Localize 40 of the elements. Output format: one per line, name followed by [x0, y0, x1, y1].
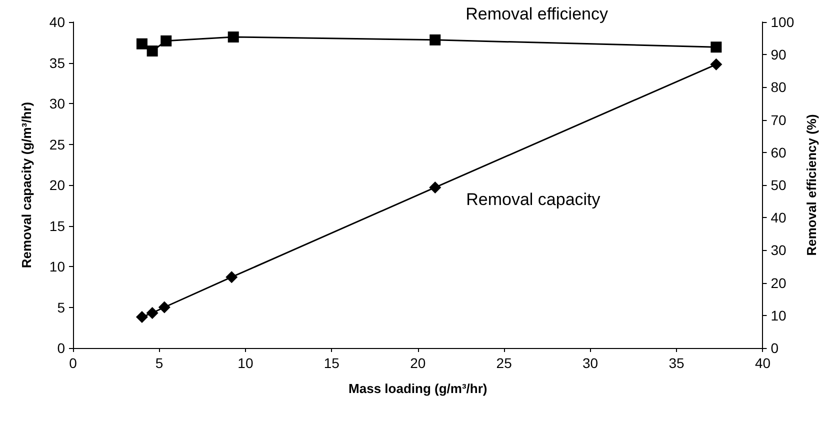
y-tick-label: 40 [49, 14, 66, 30]
y2-tick-label: 100 [770, 14, 794, 30]
y2-axis-title: Removal efficiency (%) [804, 114, 819, 256]
y-tick-label: 15 [49, 218, 66, 234]
series-label: Removal efficiency [466, 4, 608, 24]
point [158, 301, 170, 314]
x-tick-label: 0 [69, 355, 78, 371]
point [226, 271, 238, 284]
y2-tick-label: 60 [770, 144, 787, 160]
x-tick-label: 20 [410, 355, 426, 371]
y2-tick-label: 80 [770, 79, 787, 96]
y-tick-label: 25 [49, 136, 66, 152]
x-tick-label: 30 [582, 355, 598, 371]
y2-tick-label: 90 [770, 46, 787, 63]
y-tick-label: 20 [49, 177, 66, 193]
y2-tick-label: 20 [770, 274, 787, 291]
y2-tick-label: 10 [770, 307, 787, 324]
point [429, 181, 442, 194]
point [710, 58, 722, 70]
x-tick-label: 25 [496, 355, 512, 371]
y-tick-label: 35 [49, 54, 66, 71]
point [136, 311, 148, 324]
y2-tick-label: 70 [770, 112, 787, 128]
y-tick-label: 0 [57, 340, 66, 356]
y2-tick-label: 50 [770, 177, 787, 193]
x-tick-label: 40 [754, 355, 771, 371]
y-axis-title: Removal capacity (g/m³/hr) [19, 102, 34, 268]
y2-tick-label: 30 [770, 242, 787, 258]
y-tick-label: 10 [49, 258, 66, 274]
x-tick-label: 5 [155, 355, 164, 371]
x-tick-label: 35 [668, 355, 685, 371]
x-tick-label: 10 [238, 355, 254, 371]
y-tick-label: 5 [57, 299, 66, 316]
y-tick-label: 30 [49, 96, 66, 112]
x-tick-label: 15 [324, 355, 340, 371]
series-label: Removal capacity [466, 190, 601, 209]
point [146, 306, 158, 319]
y2-tick-label: 40 [770, 210, 787, 226]
y2-tick-label: 0 [770, 340, 779, 356]
x-axis-title: Mass loading (g/m³/hr) [348, 381, 488, 396]
